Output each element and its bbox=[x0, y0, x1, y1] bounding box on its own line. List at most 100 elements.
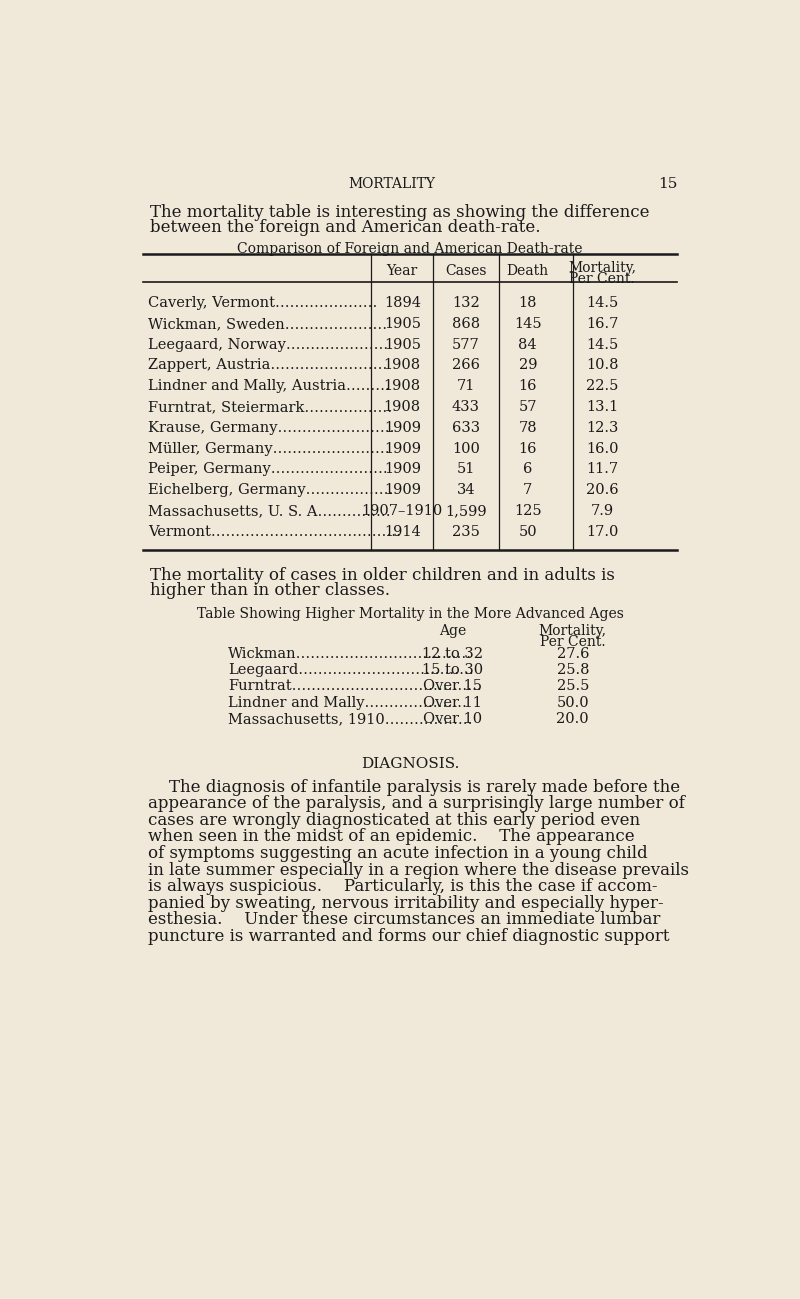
Text: 12 to 32: 12 to 32 bbox=[422, 647, 483, 661]
Text: 15 to 30: 15 to 30 bbox=[422, 664, 483, 677]
Text: 1914: 1914 bbox=[384, 525, 421, 539]
Text: 11.7: 11.7 bbox=[586, 462, 618, 477]
Text: 100: 100 bbox=[452, 442, 480, 456]
Text: Lindner and Mally…………………: Lindner and Mally………………… bbox=[228, 696, 466, 709]
Text: Leegaard, Norway…………………: Leegaard, Norway………………… bbox=[148, 338, 388, 352]
Text: higher than in other classes.: higher than in other classes. bbox=[150, 582, 390, 599]
Text: 20.0: 20.0 bbox=[557, 712, 589, 726]
Text: 20.6: 20.6 bbox=[586, 483, 618, 498]
Text: 16: 16 bbox=[518, 442, 537, 456]
Text: 1908: 1908 bbox=[384, 379, 421, 394]
Text: 50: 50 bbox=[518, 525, 537, 539]
Text: MORTALITY: MORTALITY bbox=[348, 178, 435, 191]
Text: 51: 51 bbox=[457, 462, 475, 477]
Text: Furntrat…………………………………: Furntrat………………………………… bbox=[228, 679, 482, 694]
Text: Massachusetts, U. S. A……………: Massachusetts, U. S. A…………… bbox=[148, 504, 390, 518]
Text: 1909: 1909 bbox=[384, 483, 421, 498]
Text: Age: Age bbox=[439, 624, 466, 638]
Text: 1908: 1908 bbox=[384, 400, 421, 414]
Text: 50.0: 50.0 bbox=[557, 696, 589, 709]
Text: Comparison of Foreign and American Death-rate: Comparison of Foreign and American Death… bbox=[238, 242, 582, 256]
Text: Leegaard………………………………: Leegaard……………………………… bbox=[228, 664, 474, 677]
Text: Over 15: Over 15 bbox=[423, 679, 482, 694]
Text: 14.5: 14.5 bbox=[586, 296, 618, 310]
Text: Wickman, Sweden…………………: Wickman, Sweden………………… bbox=[148, 317, 387, 331]
Text: Cases: Cases bbox=[445, 264, 486, 278]
Text: The diagnosis of infantile paralysis is rarely made before the: The diagnosis of infantile paralysis is … bbox=[148, 779, 680, 796]
Text: Per Cent.: Per Cent. bbox=[570, 273, 635, 286]
Text: Caverly, Vermont…………………: Caverly, Vermont………………… bbox=[148, 296, 378, 310]
Text: Lindner and Mally, Austria………: Lindner and Mally, Austria……… bbox=[148, 379, 390, 394]
Text: 15: 15 bbox=[658, 178, 678, 191]
Text: 16.0: 16.0 bbox=[586, 442, 618, 456]
Text: 7: 7 bbox=[523, 483, 533, 498]
Text: 16: 16 bbox=[518, 379, 537, 394]
Text: 235: 235 bbox=[452, 525, 480, 539]
Text: Per Cent.: Per Cent. bbox=[540, 635, 606, 648]
Text: 1909: 1909 bbox=[384, 442, 421, 456]
Text: 25.5: 25.5 bbox=[557, 679, 589, 694]
Text: Wickman………………………………: Wickman……………………………… bbox=[228, 647, 472, 661]
Text: The mortality table is interesting as showing the difference: The mortality table is interesting as sh… bbox=[150, 204, 650, 221]
Text: 7.9: 7.9 bbox=[590, 504, 614, 518]
Text: Mortality,: Mortality, bbox=[538, 624, 606, 638]
Text: 22.5: 22.5 bbox=[586, 379, 618, 394]
Text: 1894: 1894 bbox=[384, 296, 421, 310]
Text: Massachusetts, 1910………………: Massachusetts, 1910……………… bbox=[228, 712, 472, 726]
Text: Table Showing Higher Mortality in the More Advanced Ages: Table Showing Higher Mortality in the Mo… bbox=[197, 607, 623, 621]
Text: 577: 577 bbox=[452, 338, 480, 352]
Text: 868: 868 bbox=[452, 317, 480, 331]
Text: 84: 84 bbox=[518, 338, 537, 352]
Text: 16.7: 16.7 bbox=[586, 317, 618, 331]
Text: Over 11: Over 11 bbox=[423, 696, 482, 709]
Text: 25.8: 25.8 bbox=[557, 664, 589, 677]
Text: 29: 29 bbox=[518, 359, 537, 373]
Text: Zappert, Austria……………………: Zappert, Austria…………………… bbox=[148, 359, 387, 373]
Text: 27.6: 27.6 bbox=[557, 647, 589, 661]
Text: 10.8: 10.8 bbox=[586, 359, 618, 373]
Text: DIAGNOSIS.: DIAGNOSIS. bbox=[361, 757, 459, 772]
Text: Vermont…………………………………: Vermont………………………………… bbox=[148, 525, 401, 539]
Text: The mortality of cases in older children and in adults is: The mortality of cases in older children… bbox=[150, 568, 615, 585]
Text: 433: 433 bbox=[452, 400, 480, 414]
Text: 57: 57 bbox=[518, 400, 537, 414]
Text: 6: 6 bbox=[523, 462, 533, 477]
Text: 17.0: 17.0 bbox=[586, 525, 618, 539]
Text: 18: 18 bbox=[518, 296, 537, 310]
Text: 13.1: 13.1 bbox=[586, 400, 618, 414]
Text: appearance of the paralysis, and a surprisingly large number of: appearance of the paralysis, and a surpr… bbox=[148, 795, 685, 812]
Text: Krause, Germany……………………: Krause, Germany…………………… bbox=[148, 421, 394, 435]
Text: esthesia.  Under these circumstances an immediate lumbar: esthesia. Under these circumstances an i… bbox=[148, 912, 661, 929]
Text: 266: 266 bbox=[452, 359, 480, 373]
Text: Mortality,: Mortality, bbox=[568, 261, 636, 275]
Text: in late summer especially in a region where the disease prevails: in late summer especially in a region wh… bbox=[148, 861, 689, 878]
Text: 132: 132 bbox=[452, 296, 480, 310]
Text: when seen in the midst of an epidemic.  The appearance: when seen in the midst of an epidemic. T… bbox=[148, 829, 634, 846]
Text: 125: 125 bbox=[514, 504, 542, 518]
Text: panied by sweating, nervous irritability and especially hyper-: panied by sweating, nervous irritability… bbox=[148, 895, 664, 912]
Text: Müller, Germany……………………: Müller, Germany…………………… bbox=[148, 442, 390, 456]
Text: 1905: 1905 bbox=[384, 338, 421, 352]
Text: between the foreign and American death-rate.: between the foreign and American death-r… bbox=[150, 220, 541, 236]
Text: 1907–1910: 1907–1910 bbox=[362, 504, 443, 518]
Text: of symptoms suggesting an acute infection in a young child: of symptoms suggesting an acute infectio… bbox=[148, 846, 648, 863]
Text: puncture is warranted and forms our chief diagnostic support: puncture is warranted and forms our chie… bbox=[148, 927, 670, 944]
Text: 34: 34 bbox=[457, 483, 475, 498]
Text: 145: 145 bbox=[514, 317, 542, 331]
Text: 1908: 1908 bbox=[384, 359, 421, 373]
Text: Year: Year bbox=[386, 264, 418, 278]
Text: 1909: 1909 bbox=[384, 421, 421, 435]
Text: 1909: 1909 bbox=[384, 462, 421, 477]
Text: 71: 71 bbox=[457, 379, 475, 394]
Text: Peiper, Germany……………………: Peiper, Germany…………………… bbox=[148, 462, 388, 477]
Text: 12.3: 12.3 bbox=[586, 421, 618, 435]
Text: is always suspicious.  Particularly, is this the case if accom-: is always suspicious. Particularly, is t… bbox=[148, 878, 658, 895]
Text: 78: 78 bbox=[518, 421, 537, 435]
Text: Over 10: Over 10 bbox=[423, 712, 482, 726]
Text: 1,599: 1,599 bbox=[445, 504, 486, 518]
Text: Death: Death bbox=[506, 264, 549, 278]
Text: Furntrat, Steiermark………………: Furntrat, Steiermark……………… bbox=[148, 400, 392, 414]
Text: cases are wrongly diagnosticated at this early period even: cases are wrongly diagnosticated at this… bbox=[148, 812, 640, 829]
Text: Eichelberg, Germany………………: Eichelberg, Germany……………… bbox=[148, 483, 394, 498]
Text: 1905: 1905 bbox=[384, 317, 421, 331]
